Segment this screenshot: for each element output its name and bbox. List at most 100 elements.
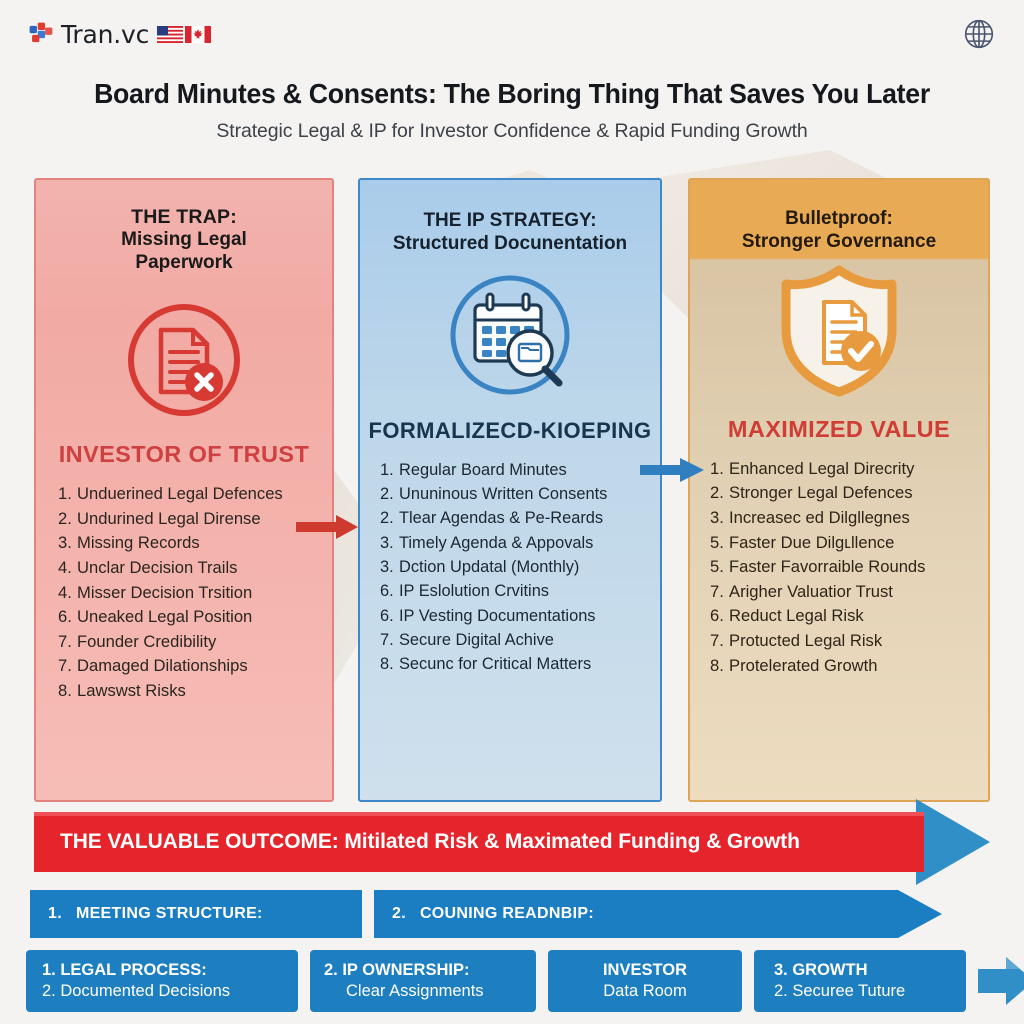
list-item: 2. Ununinous Written Consents xyxy=(380,482,650,506)
bottom-box-line2: Data Room xyxy=(603,982,687,1000)
list-item: 4. Unclar Decision Trails xyxy=(58,556,322,581)
panel-bullet-heading: Bulletproof: Stronger Governance xyxy=(690,180,988,254)
process-step-number: 2. xyxy=(392,905,406,922)
list-item-number: 3. xyxy=(380,533,394,552)
list-item: 8. Lawswst Risks xyxy=(58,679,322,704)
list-item: 7. Secure Digital Achive xyxy=(380,628,650,652)
list-item-number: 6. xyxy=(58,607,72,627)
list-item: 7. Damaged Dilationships xyxy=(58,654,322,679)
calendar-magnifier-icon xyxy=(450,275,570,395)
list-item: 4. Misser Decision Trsition xyxy=(58,581,322,606)
list-item: 6. Uneaked Legal Position xyxy=(58,605,322,630)
bottom-box-line1: 3. GROWTH xyxy=(774,960,868,979)
process-step-meeting-structure[interactable]: 1. MEETING STRUCTURE: xyxy=(30,890,362,938)
panel-ip-strategy: THE IP STRATEGY: Structured Docunentatio… xyxy=(358,178,662,802)
list-item-label: Lawswst Risks xyxy=(77,681,186,701)
bottom-box-investor-data-room[interactable]: INVESTOR Data Room xyxy=(548,950,742,1012)
list-item-label: Secure Digital Achive xyxy=(399,631,554,650)
list-item-label: IP Eslolution Crvitins xyxy=(399,582,550,601)
list-item: 3. Timely Agenda & Appovals xyxy=(380,531,650,555)
panel-strategy-list: 1. Regular Board Minutes 2. Ununinous Writ… xyxy=(360,458,660,677)
list-item-label: Regular Board Minutes xyxy=(399,460,567,479)
list-item-number: 7. xyxy=(58,656,72,676)
list-item-label: Misser Decision Trsition xyxy=(77,582,253,602)
list-item: 2. Tlear Agendas & Pe-Reards xyxy=(380,506,650,530)
list-item-number: 6. xyxy=(710,606,724,626)
list-item: 5. Faster Due Dilgʟllence xyxy=(710,531,978,556)
bottom-box-line1: INVESTOR xyxy=(602,960,688,979)
list-item-label: Reduct Legal Risk xyxy=(729,606,864,626)
panel-bullet-heading-line2: Stronger Governance xyxy=(741,230,937,252)
list-item-number: 8. xyxy=(710,655,724,675)
list-item-number: 7. xyxy=(710,581,724,601)
panel-strategy-heading-line2: Structured Docunentation xyxy=(392,232,628,254)
flags xyxy=(157,25,212,43)
list-item-label: Undurined Legal Dirense xyxy=(77,508,261,528)
list-item-label: Dction Updatal (Monthly) xyxy=(399,558,580,577)
list-item-number: 1. xyxy=(380,460,394,479)
panel-trap-heading-line3: Paperwork xyxy=(135,252,233,274)
list-item: 7. Arigher Valuatior Trust xyxy=(710,580,978,605)
list-item-number: 3. xyxy=(710,507,724,527)
bottom-row: 1. LEGAL PROCESS: 2. Documented Decision… xyxy=(26,950,1024,1012)
list-item-number: 2. xyxy=(58,508,72,528)
list-item: 2. Stronger Legal Defences xyxy=(710,481,978,506)
panel-trap-icon-wrap xyxy=(36,285,332,435)
list-item-number: 4. xyxy=(58,582,72,602)
document-error-icon xyxy=(128,303,240,416)
panel-trap-kicker: INVESTOR OF TRUST xyxy=(58,440,310,467)
list-item-number: 7. xyxy=(380,631,394,650)
list-item-label: Ununinous Written Consents xyxy=(399,484,608,503)
list-item: 1. Regular Board Minutes xyxy=(380,458,650,482)
list-item-number: 3. xyxy=(380,558,394,577)
list-item: 8. Secunc for Critical Matters xyxy=(380,652,650,676)
list-item-label: Damaged Dilationships xyxy=(77,656,248,676)
panel-strategy-icon-wrap xyxy=(360,260,660,410)
list-item-label: Unclar Decision Trails xyxy=(77,557,238,577)
list-item: 2. Undurined Legal Dirense xyxy=(58,507,322,532)
panel-trap-heading: THE TRAP: Missing Legal Paperwork xyxy=(36,180,332,275)
list-item-number: 2. xyxy=(380,509,394,528)
list-item-label: Secunc for Critical Matters xyxy=(399,655,592,674)
globe-icon[interactable] xyxy=(960,15,998,53)
list-item-label: Tlear Agendas & Pe-Reards xyxy=(399,509,604,528)
process-row: 1. MEETING STRUCTURE: 2. COUNING READNBI… xyxy=(30,890,990,938)
list-item: 5. Faster Favorraible Rounds xyxy=(710,555,978,580)
panel-bullet-icon-wrap xyxy=(690,256,988,406)
bottom-box-line2: 2. Securee Tuture xyxy=(774,982,906,1000)
list-item-label: Stronger Legal Defences xyxy=(729,483,913,503)
list-item-number: 6. xyxy=(380,582,394,601)
panel-bullet-list: 1. Enhanced Legal Direcrity 2. Stronger Le… xyxy=(690,457,988,679)
list-item: 3. Increasec ed Dilgllegnes xyxy=(710,506,978,531)
process-step-couning-readnbip[interactable]: 2. COUNING READNBIP: xyxy=(374,890,942,938)
list-item: 7. Founder Credibility xyxy=(58,630,322,655)
bottom-box-line2: Clear Assignments xyxy=(346,982,484,1000)
list-item-number: 1. xyxy=(710,458,724,478)
list-item: 6. IP Eslolution Crvitins xyxy=(380,579,650,603)
list-item-label: Uneaked Legal Position xyxy=(77,607,253,627)
list-item-label: Arigher Valuatior Trust xyxy=(729,581,893,601)
right-arrow-blue-icon xyxy=(978,957,1024,1005)
list-item-number: 4. xyxy=(58,557,72,577)
list-item-label: Enhanced Legal Direcrity xyxy=(729,458,915,478)
list-item-label: IP Vesting Documentations xyxy=(399,606,596,625)
outcome-banner: THE VALUABLE OUTCOME: Mitilated Risk & M… xyxy=(34,799,990,885)
brand-name: Tran.vc xyxy=(61,19,150,49)
list-item-number: 5. xyxy=(710,557,724,577)
page-title: Board Minutes & Consents: The Boring Thi… xyxy=(94,78,930,109)
panel-strategy-kicker: FORMALIZECD-KIOEPING xyxy=(368,417,652,443)
list-item-number: 1. xyxy=(58,483,72,503)
right-arrow-blue-icon xyxy=(640,458,704,482)
list-item-label: Increasec ed Dilgllegnes xyxy=(729,507,910,527)
process-step-label: COUNING READNBIP: xyxy=(419,905,594,922)
list-item-label: Founder Credibility xyxy=(77,631,217,651)
bottom-box-growth[interactable]: 3. GROWTH 2. Securee Tuture xyxy=(754,950,966,1012)
list-item-label: Faster Due Dilgʟllence xyxy=(729,532,895,552)
brand[interactable]: Tran.vc xyxy=(28,19,212,49)
panel-trap-heading-line2: Missing Legal xyxy=(121,229,247,251)
bottom-box-legal-process[interactable]: 1. LEGAL PROCESS: 2. Documented Decision… xyxy=(26,950,298,1012)
bottom-box-ip-ownership[interactable]: 2. IP OWNERSHIP: Clear Assignments xyxy=(310,950,536,1012)
panel-trap-heading-line1: THE TRAP: xyxy=(131,206,237,228)
list-item: 6. IP Vesting Documentations xyxy=(380,604,650,628)
list-item-label: Protelerated Growth xyxy=(729,655,878,675)
